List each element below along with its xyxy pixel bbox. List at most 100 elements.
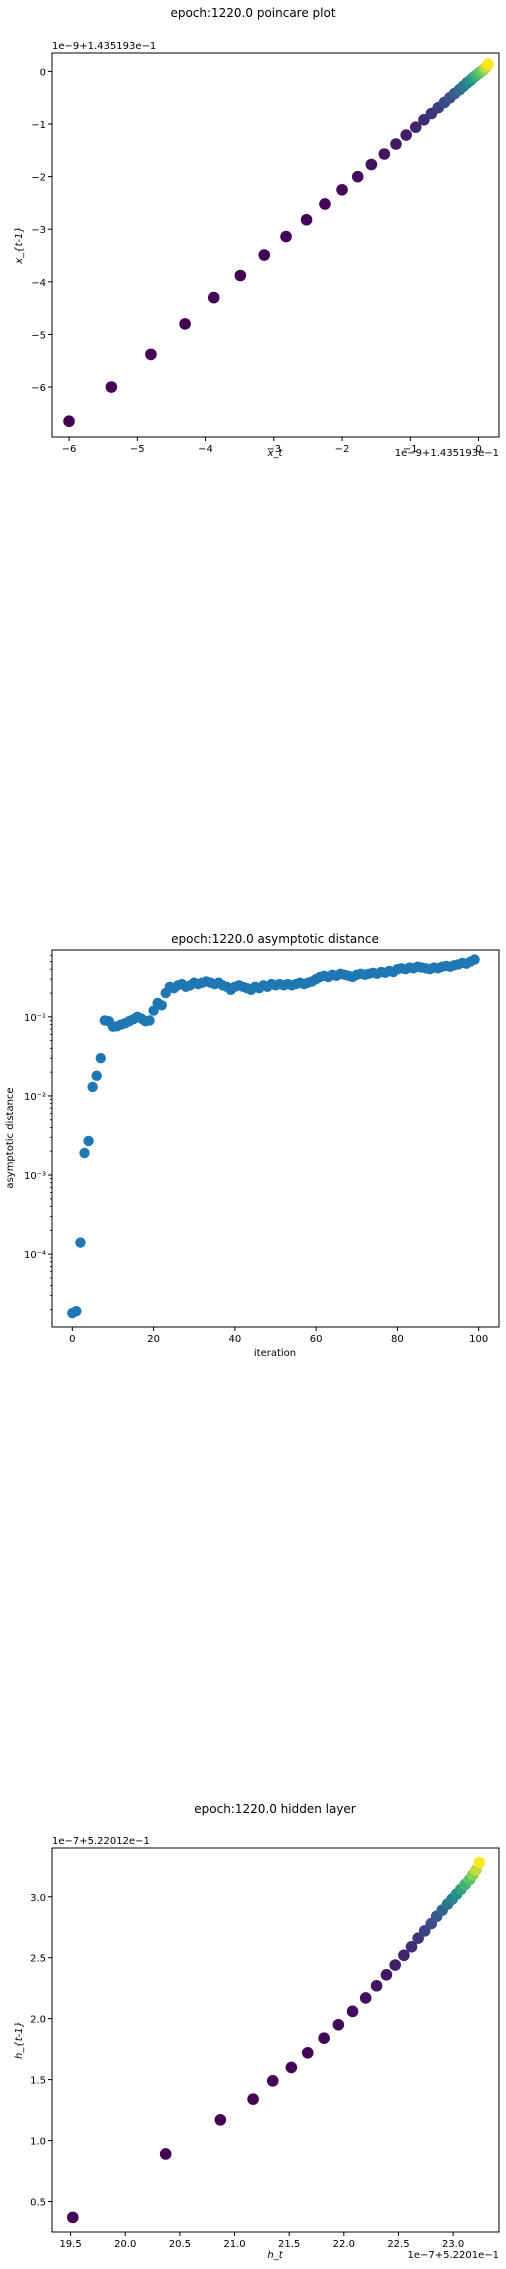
poincare-plot-x-tick-label: −5 xyxy=(130,444,145,455)
asymptotic-distance-x-tick-label: 20 xyxy=(147,1334,160,1345)
hidden-layer-x-tick-label: 22.0 xyxy=(333,2239,355,2250)
poincare-plot-x-offset: 1e−9+1.435193e−1 xyxy=(395,448,499,459)
poincare-plot-y-tick-label: −2 xyxy=(31,173,46,184)
hidden-layer-point xyxy=(318,2032,330,2044)
asymptotic-distance-x-tick-label: 100 xyxy=(469,1334,488,1345)
asymptotic-distance-y-tick-label: 10⁻⁴ xyxy=(24,1250,46,1261)
hidden-layer-points xyxy=(67,1857,485,2223)
poincare-plot-point xyxy=(319,198,331,210)
poincare-plot-point xyxy=(482,58,494,70)
poincare-plot-panel: epoch:1220.0 poincare plot 1e−9+1.435193… xyxy=(14,6,499,459)
hidden-layer-x-tick-label: 22.5 xyxy=(387,2239,409,2250)
hidden-layer-point xyxy=(286,2062,298,2074)
asymptotic-distance-point xyxy=(144,1015,154,1025)
hidden-layer-point xyxy=(247,2093,259,2105)
poincare-plot-point xyxy=(258,249,270,261)
hidden-layer-point xyxy=(67,2212,79,2224)
asymptotic-distance-point xyxy=(79,1148,89,1158)
hidden-layer-title: epoch:1220.0 hidden layer xyxy=(194,1802,356,1816)
poincare-plot-point xyxy=(400,129,412,141)
hidden-layer-y-label: h_{t-1} xyxy=(14,2021,25,2059)
poincare-plot-point xyxy=(280,231,292,243)
poincare-plot-point xyxy=(336,184,348,196)
hidden-layer-point xyxy=(474,1857,486,1869)
hidden-layer-y-tick-label: 2.5 xyxy=(30,1954,46,1965)
poincare-plot-point xyxy=(235,270,247,282)
poincare-plot-y-tick-label: 0 xyxy=(40,67,46,78)
asymptotic-distance-point xyxy=(71,1306,81,1316)
hidden-layer-point xyxy=(302,2047,314,2059)
hidden-layer-x-tick-label: 20.5 xyxy=(169,2239,191,2250)
asymptotic-distance-point xyxy=(157,1000,167,1010)
hidden-layer-x-tick-label: 21.5 xyxy=(278,2239,300,2250)
asymptotic-distance-x-tick-label: 0 xyxy=(69,1334,75,1345)
hidden-layer-x-offset: 1e−7+5.2201e−1 xyxy=(407,2250,499,2261)
hidden-layer-x-tick-label: 23.0 xyxy=(442,2239,464,2250)
poincare-plot-point xyxy=(208,292,220,304)
poincare-plot-y-offset: 1e−9+1.435193e−1 xyxy=(52,41,156,52)
poincare-plot-y-label: x_{t-1} xyxy=(14,226,25,265)
hidden-layer-point xyxy=(267,2075,279,2087)
hidden-layer-point xyxy=(347,2006,359,2018)
poincare-plot-point xyxy=(390,138,402,150)
poincare-plot-point xyxy=(352,171,364,183)
hidden-layer-panel: epoch:1220.0 hidden layer 1e−7+5.22012e−… xyxy=(14,1802,499,2261)
poincare-plot-y-tick-label: −5 xyxy=(31,330,46,341)
asymptotic-distance-ticks: 0 20 40 60 80 100 10⁻⁴ 10⁻³ 10⁻² 10⁻¹ xyxy=(24,955,488,1345)
asymptotic-distance-y-label: asymptotic distance xyxy=(5,1087,16,1188)
poincare-plot-point xyxy=(63,415,75,427)
asymptotic-distance-axes-frame xyxy=(52,950,499,1327)
asymptotic-distance-y-tick-label: 10⁻³ xyxy=(24,1171,46,1182)
hidden-layer-point xyxy=(333,2019,345,2031)
hidden-layer-ticks: 19.5 20.0 20.5 21.0 21.5 22.0 22.5 23.0 0.5 1.0 1.… xyxy=(30,1893,464,2250)
poincare-plot-x-tick-label: −6 xyxy=(62,444,77,455)
asymptotic-distance-point xyxy=(96,1053,106,1063)
poincare-plot-point xyxy=(379,148,391,160)
hidden-layer-point xyxy=(360,1992,372,2004)
poincare-plot-point xyxy=(366,159,378,171)
poincare-plot-y-tick-label: −3 xyxy=(31,225,46,236)
hidden-layer-axes-frame xyxy=(52,1848,499,2232)
asymptotic-distance-x-tick-label: 60 xyxy=(310,1334,323,1345)
asymptotic-distance-x-label: iteration xyxy=(254,1348,296,1359)
hidden-layer-x-label: h_t xyxy=(267,2250,283,2261)
asymptotic-distance-point xyxy=(83,1136,93,1146)
hidden-layer-y-tick-label: 1.0 xyxy=(30,2137,46,2148)
poincare-plot-title: epoch:1220.0 poincare plot xyxy=(170,6,335,20)
hidden-layer-y-offset: 1e−7+5.22012e−1 xyxy=(52,1836,150,1847)
asymptotic-distance-panel: epoch:1220.0 asymptotic distance 0 20 40 60… xyxy=(5,932,499,1359)
poincare-plot-x-label: x_t xyxy=(267,448,284,459)
poincare-plot-y-tick-label: −1 xyxy=(31,120,46,131)
hidden-layer-x-tick-label: 19.5 xyxy=(59,2239,81,2250)
asymptotic-distance-point xyxy=(469,954,479,964)
asymptotic-distance-points xyxy=(67,954,480,1318)
asymptotic-distance-x-tick-label: 40 xyxy=(228,1334,241,1345)
hidden-layer-point xyxy=(215,2114,227,2126)
poincare-plot-point xyxy=(179,318,191,330)
hidden-layer-point xyxy=(160,2148,172,2160)
poincare-plot-point xyxy=(145,349,157,361)
poincare-plot-points xyxy=(63,58,494,427)
asymptotic-distance-title: epoch:1220.0 asymptotic distance xyxy=(171,932,379,946)
hidden-layer-point xyxy=(381,1969,393,1981)
hidden-layer-y-tick-label: 2.0 xyxy=(30,2015,46,2026)
hidden-layer-x-tick-label: 20.0 xyxy=(114,2239,136,2250)
poincare-plot-x-tick-label: −2 xyxy=(335,444,350,455)
hidden-layer-y-tick-label: 0.5 xyxy=(30,2198,46,2209)
poincare-plot-point xyxy=(301,214,313,226)
asymptotic-distance-point xyxy=(87,1082,97,1092)
hidden-layer-point xyxy=(371,1980,383,1992)
asymptotic-distance-point xyxy=(75,1237,85,1247)
poincare-plot-x-tick-label: −4 xyxy=(198,444,213,455)
poincare-plot-point xyxy=(106,381,118,393)
asymptotic-distance-y-tick-label: 10⁻² xyxy=(24,1092,46,1103)
hidden-layer-y-tick-label: 3.0 xyxy=(30,1893,46,1904)
hidden-layer-point xyxy=(389,1959,401,1971)
asymptotic-distance-point xyxy=(92,1071,102,1081)
hidden-layer-x-tick-label: 21.0 xyxy=(223,2239,245,2250)
poincare-plot-y-tick-label: −4 xyxy=(31,278,46,289)
asymptotic-distance-x-tick-label: 80 xyxy=(391,1334,404,1345)
poincare-plot-y-tick-label: −6 xyxy=(31,383,46,394)
asymptotic-distance-y-tick-label: 10⁻¹ xyxy=(24,1013,46,1024)
